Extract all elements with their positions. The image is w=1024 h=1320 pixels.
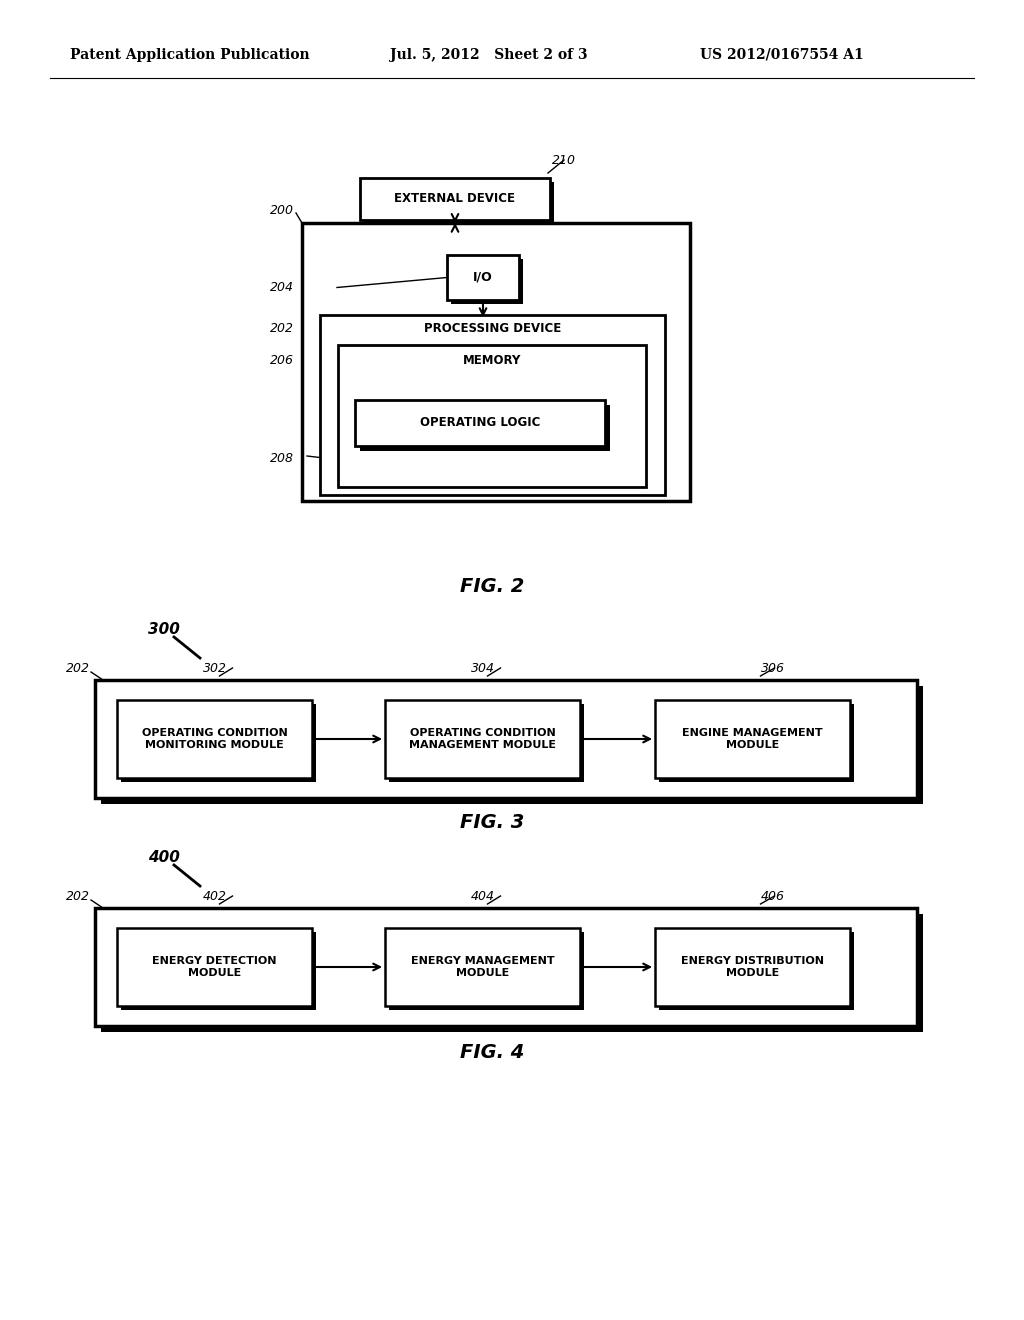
- Bar: [389, 932, 584, 1010]
- Bar: [101, 913, 923, 1032]
- Bar: [447, 255, 519, 300]
- Text: 300: 300: [148, 623, 180, 638]
- Bar: [360, 405, 610, 451]
- Text: 406: 406: [761, 890, 784, 903]
- Text: 306: 306: [761, 661, 784, 675]
- Text: ENERGY DETECTION
MODULE: ENERGY DETECTION MODULE: [153, 956, 276, 978]
- Text: 202: 202: [66, 890, 90, 903]
- Bar: [659, 704, 854, 781]
- Text: 208: 208: [270, 451, 294, 465]
- Text: I/O: I/O: [473, 271, 493, 284]
- Bar: [385, 700, 580, 777]
- Text: FIG. 2: FIG. 2: [460, 578, 524, 597]
- Text: 210: 210: [552, 153, 575, 166]
- Text: 206: 206: [270, 354, 294, 367]
- Bar: [101, 686, 923, 804]
- Text: 404: 404: [470, 890, 495, 903]
- Text: 302: 302: [203, 661, 226, 675]
- Text: 402: 402: [203, 890, 226, 903]
- Text: 202: 202: [270, 322, 294, 335]
- Bar: [319, 315, 665, 495]
- Text: Jul. 5, 2012   Sheet 2 of 3: Jul. 5, 2012 Sheet 2 of 3: [390, 48, 588, 62]
- Bar: [338, 345, 646, 487]
- Text: OPERATING CONDITION
MONITORING MODULE: OPERATING CONDITION MONITORING MODULE: [141, 729, 288, 750]
- Text: FIG. 3: FIG. 3: [460, 813, 524, 832]
- Bar: [659, 932, 854, 1010]
- Bar: [95, 680, 918, 799]
- Text: ENGINE MANAGEMENT
MODULE: ENGINE MANAGEMENT MODULE: [682, 729, 823, 750]
- Bar: [121, 932, 316, 1010]
- Text: ENERGY DISTRIBUTION
MODULE: ENERGY DISTRIBUTION MODULE: [681, 956, 824, 978]
- Bar: [121, 704, 316, 781]
- Text: FIG. 4: FIG. 4: [460, 1043, 524, 1061]
- Text: 304: 304: [470, 661, 495, 675]
- Text: 400: 400: [148, 850, 180, 866]
- Bar: [655, 928, 850, 1006]
- Text: EXTERNAL DEVICE: EXTERNAL DEVICE: [394, 193, 515, 206]
- Text: OPERATING CONDITION
MANAGEMENT MODULE: OPERATING CONDITION MANAGEMENT MODULE: [409, 729, 556, 750]
- Bar: [655, 700, 850, 777]
- Text: 204: 204: [270, 281, 294, 294]
- Bar: [385, 928, 580, 1006]
- Bar: [389, 704, 584, 781]
- Bar: [302, 223, 690, 502]
- Text: Patent Application Publication: Patent Application Publication: [70, 48, 309, 62]
- Text: 200: 200: [270, 205, 294, 218]
- Bar: [355, 400, 605, 446]
- Bar: [451, 259, 523, 304]
- Text: US 2012/0167554 A1: US 2012/0167554 A1: [700, 48, 864, 62]
- Bar: [95, 908, 918, 1026]
- Bar: [117, 928, 312, 1006]
- Text: ENERGY MANAGEMENT
MODULE: ENERGY MANAGEMENT MODULE: [411, 956, 554, 978]
- Text: PROCESSING DEVICE: PROCESSING DEVICE: [424, 322, 561, 335]
- Text: MEMORY: MEMORY: [463, 354, 521, 367]
- Text: 202: 202: [66, 661, 90, 675]
- Bar: [364, 182, 554, 224]
- Text: OPERATING LOGIC: OPERATING LOGIC: [420, 417, 541, 429]
- Bar: [117, 700, 312, 777]
- Bar: [360, 178, 550, 220]
